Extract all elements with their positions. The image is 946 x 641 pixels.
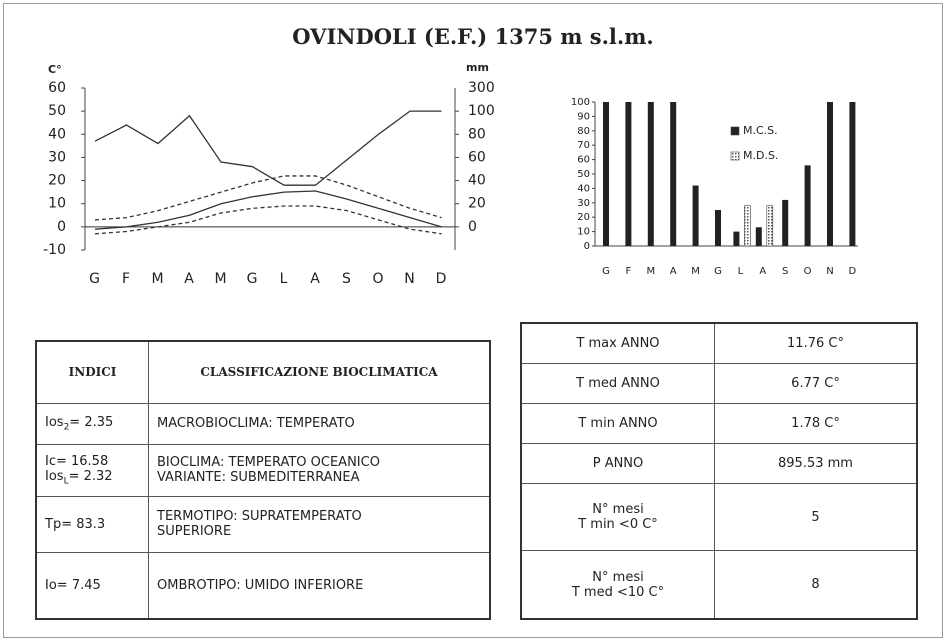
- cell-line: 11.76 C°: [787, 336, 844, 352]
- title: OVINDOLI (E.F.) 1375 m s.l.m.: [292, 24, 654, 49]
- class-cell: TERMOTIPO: SUPRATEMPERATO SUPERIORE: [148, 495, 491, 553]
- label-cell: N° mesi T min <0 C°: [520, 483, 715, 552]
- header-cell: CLASSIFICAZIONE BIOCLIMATICA: [148, 340, 491, 404]
- cell-line: T max ANNO: [576, 336, 660, 352]
- index-line: IosL= 2.32: [45, 469, 140, 487]
- class-line: VARIANTE: SUBMEDITERRANEA: [157, 470, 360, 486]
- value-cell: 8: [714, 550, 918, 620]
- header-text: INDICI: [68, 365, 117, 380]
- class-line: MACROBIOCLIMA: TEMPERATO: [157, 416, 355, 432]
- index-base: Io= 7.45: [45, 577, 101, 593]
- value-cell: 6.77 C°: [714, 363, 918, 405]
- value-cell: 5: [714, 483, 918, 552]
- frame: [3, 3, 943, 638]
- class-line: TERMOTIPO: SUPRATEMPERATO: [157, 509, 362, 525]
- value-cell: 1.78 C°: [714, 403, 918, 445]
- label-cell: T med ANNO: [520, 363, 715, 405]
- index-line: Ic= 16.58: [45, 454, 140, 469]
- index-sub: 2: [63, 422, 70, 433]
- index-line: Ios2= 2.35: [45, 415, 140, 433]
- class-cell: MACROBIOCLIMA: TEMPERATO: [148, 402, 491, 445]
- row: N° mesi T med <10 C° 8: [520, 550, 918, 620]
- row: Ic= 16.58 IosL= 2.32 BIOCLIMA: TEMPERATO O…: [35, 443, 491, 497]
- index-line: Tp= 83.3: [45, 517, 140, 532]
- class-line: SUPERIORE: [157, 524, 232, 540]
- row: Ios2= 2.35 MACROBIOCLIMA: TEMPERATO: [35, 402, 491, 445]
- index-rest: = 2.32: [68, 468, 113, 484]
- cell-line: 8: [811, 577, 820, 593]
- cell-line: 895.53 mm: [778, 456, 853, 472]
- cell-line: N° mesi: [592, 569, 644, 585]
- cell-line: T med ANNO: [576, 376, 660, 392]
- class-cell: OMBROTIPO: UMIDO INFERIORE: [148, 551, 491, 620]
- index-cell: Ios2= 2.35: [35, 402, 149, 445]
- cell-line: 6.77 C°: [791, 376, 840, 392]
- cell-line: T med <10 C°: [571, 584, 665, 600]
- row: Io= 7.45 OMBROTIPO: UMIDO INFERIORE: [35, 551, 491, 620]
- index-base: Ic= 16.58: [45, 453, 109, 469]
- index-sub: L: [63, 476, 69, 487]
- header-cell: INDICI: [35, 340, 149, 404]
- row: N° mesi T min <0 C° 5: [520, 483, 918, 552]
- class-line: BIOCLIMA: TEMPERATO OCEANICO: [157, 455, 380, 471]
- row: T min ANNO 1.78 C°: [520, 403, 918, 445]
- cell-line: 1.78 C°: [791, 416, 840, 432]
- index-cell: Ic= 16.58 IosL= 2.32: [35, 443, 149, 497]
- row: Tp= 83.3 TERMOTIPO: SUPRATEMPERATO SUPERIO…: [35, 495, 491, 553]
- label-cell: P ANNO: [520, 443, 715, 485]
- class-cell: BIOCLIMA: TEMPERATO OCEANICO VARIANTE: SU…: [148, 443, 491, 497]
- index-base: Tp= 83.3: [45, 516, 106, 532]
- indices-table: INDICI CLASSIFICAZIONE BIOCLIMATICA Ios2= …: [35, 340, 491, 620]
- row: T max ANNO 11.76 C°: [520, 322, 918, 365]
- index-cell: Tp= 83.3: [35, 495, 149, 553]
- index-cell: Io= 7.45: [35, 551, 149, 620]
- cell-line: T min ANNO: [578, 416, 658, 432]
- index-line: Io= 7.45: [45, 578, 140, 593]
- cell-line: T min <0 C°: [578, 517, 658, 533]
- label-cell: T min ANNO: [520, 403, 715, 445]
- summary-table: T max ANNO 11.76 C° T med ANNO 6.77 C° T min…: [520, 322, 918, 620]
- cell-line: P ANNO: [592, 456, 644, 472]
- cell-line: N° mesi: [592, 502, 644, 518]
- class-line: OMBROTIPO: UMIDO INFERIORE: [157, 577, 364, 593]
- value-cell: 895.53 mm: [714, 443, 918, 485]
- cell-line: 5: [811, 509, 820, 525]
- label-cell: N° mesi T med <10 C°: [520, 550, 715, 620]
- index-base: Ios: [45, 468, 64, 484]
- header-row: INDICI CLASSIFICAZIONE BIOCLIMATICA: [35, 340, 491, 404]
- row: P ANNO 895.53 mm: [520, 443, 918, 485]
- value-cell: 11.76 C°: [714, 322, 918, 365]
- index-base: Ios: [45, 415, 64, 431]
- row: T med ANNO 6.77 C°: [520, 363, 918, 405]
- label-cell: T max ANNO: [520, 322, 715, 365]
- header-text: CLASSIFICAZIONE BIOCLIMATICA: [200, 365, 438, 380]
- index-rest: = 2.35: [69, 415, 114, 431]
